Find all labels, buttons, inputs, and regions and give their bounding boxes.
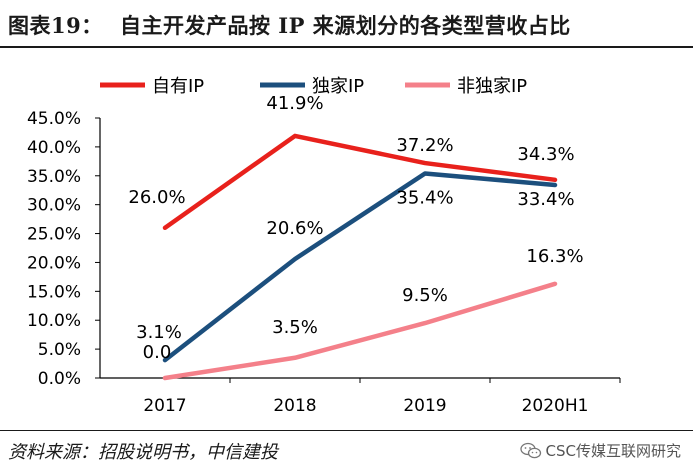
source-note: 资料来源：招股说明书，中信建投 xyxy=(8,442,278,463)
data-label-s0-3: 34.3% xyxy=(517,144,574,165)
y-tick-label-2: 10.0% xyxy=(27,311,81,331)
x-tick-label-0: 2017 xyxy=(143,396,186,416)
y-tick-label-9: 45.0% xyxy=(27,109,81,129)
data-label-s1-1: 20.6% xyxy=(266,218,323,239)
title-bar: 图表19： 自主开发产品按 IP 来源划分的各类型营收占比 xyxy=(0,0,693,50)
y-tick-label-8: 40.0% xyxy=(27,138,81,158)
legend-label-1: 独家IP xyxy=(312,76,364,97)
y-tick-label-3: 15.0% xyxy=(27,282,81,302)
wechat-icon xyxy=(519,442,541,458)
y-tick-label-0: 0.0% xyxy=(38,369,81,389)
data-label-s0-1: 41.9% xyxy=(266,93,323,114)
y-tick-label-7: 35.0% xyxy=(27,167,81,187)
series-line-0 xyxy=(162,133,558,231)
line-chart: 自有IP 独家IP 非独家IP 0.0% 5.0% 10.0% 15.0% 20.0% 25.… xyxy=(27,76,621,416)
x-tick-label-1: 2018 xyxy=(273,396,316,416)
data-label-s1-0: 3.1% xyxy=(136,322,182,343)
y-tick-label-6: 30.0% xyxy=(27,196,81,216)
y-tick-label-1: 5.0% xyxy=(38,340,81,360)
data-label-s2-3: 16.3% xyxy=(526,246,583,267)
legend-label-2: 非独家IP xyxy=(457,76,527,97)
x-tick-label-3: 2020H1 xyxy=(522,396,589,416)
data-label-s0-2: 37.2% xyxy=(396,135,453,156)
legend-label-0: 自有IP xyxy=(152,76,204,97)
watermark: CSC传媒互联网研究 xyxy=(519,440,681,461)
data-label-s2-0: 0.0 xyxy=(143,342,172,363)
figure-label: 图表19： xyxy=(8,13,103,38)
chart-data-labels: 26.0% 41.9% 37.2% 34.3% 3.1% 20.6% 35.4% 33.4% 0… xyxy=(128,93,583,363)
top-rule xyxy=(0,46,693,48)
data-label-s1-2: 35.4% xyxy=(396,187,453,208)
data-label-s2-1: 3.5% xyxy=(272,317,318,338)
chart-legend: 自有IP 独家IP 非独家IP xyxy=(100,76,527,97)
series-line-1 xyxy=(162,171,558,363)
figure-title: 自主开发产品按 IP 来源划分的各类型营收占比 xyxy=(120,13,571,38)
bottom-rule xyxy=(0,430,693,431)
data-label-s0-0: 26.0% xyxy=(128,187,185,208)
data-label-s2-2: 9.5% xyxy=(402,285,448,306)
series-line-2 xyxy=(162,281,558,381)
watermark-text: CSC传媒互联网研究 xyxy=(545,442,681,460)
y-tick-label-4: 20.0% xyxy=(27,253,81,273)
x-tick-label-2: 2019 xyxy=(403,396,446,416)
y-tick-label-5: 25.0% xyxy=(27,225,81,245)
chart-axes: 0.0% 5.0% 10.0% 15.0% 20.0% 25.0% 30.0% 35.0% 40… xyxy=(27,109,621,416)
data-label-s1-3: 33.4% xyxy=(517,189,574,210)
chart-series-lines xyxy=(162,133,558,381)
